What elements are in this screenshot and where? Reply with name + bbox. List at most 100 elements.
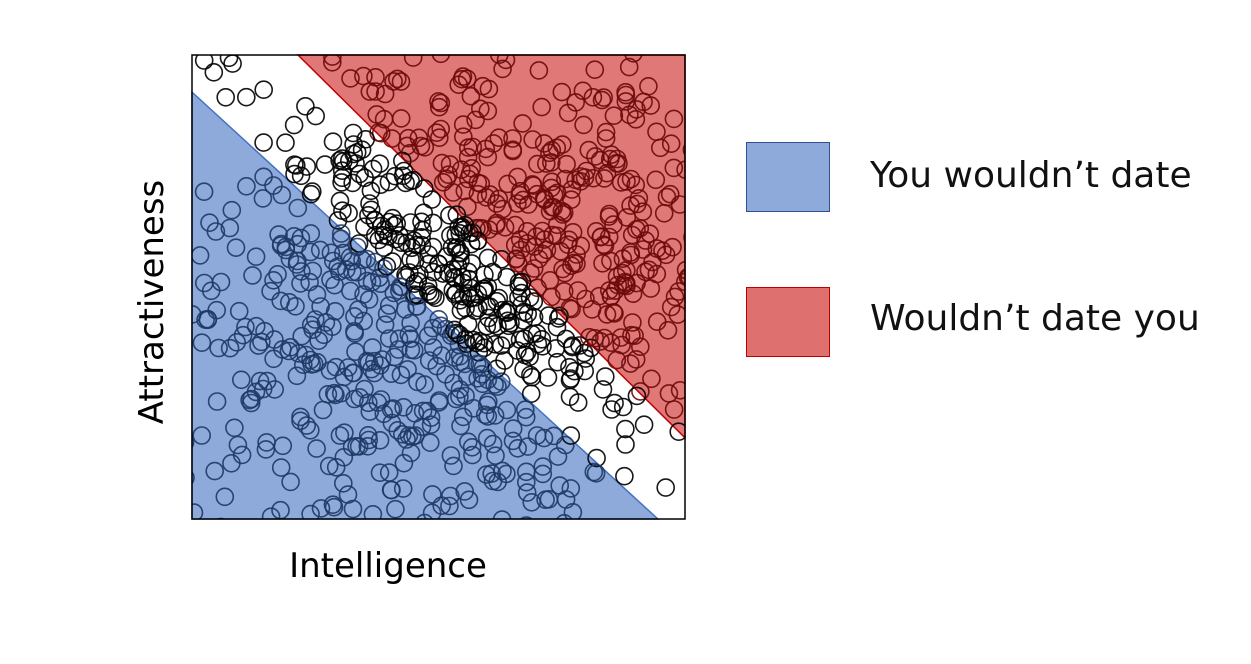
data-point: [521, 384, 541, 404]
data-point: [486, 216, 506, 235]
data-point: [209, 338, 228, 358]
data-point: [394, 397, 413, 417]
data-point: [366, 68, 385, 87]
data-point: [646, 170, 666, 190]
data-point: [416, 513, 433, 519]
data-point: [593, 253, 612, 273]
data-point: [600, 149, 620, 169]
data-point: [353, 250, 372, 270]
data-point: [505, 235, 525, 255]
data-point: [363, 338, 382, 357]
data-point: [412, 235, 432, 255]
data-point: [567, 245, 586, 264]
data-point: [401, 313, 420, 333]
data-point: [264, 270, 283, 290]
data-point: [594, 88, 614, 107]
data-point: [354, 66, 373, 86]
data-point: [487, 291, 507, 311]
data-point: [585, 328, 605, 348]
data-point: [619, 57, 639, 77]
data-point: [571, 172, 591, 191]
data-point: [386, 499, 405, 519]
data-point: [429, 393, 449, 412]
data-point: [478, 407, 498, 426]
data-point: [541, 153, 561, 172]
data-point: [440, 496, 459, 516]
data-point: [487, 194, 506, 213]
data-point: [301, 184, 321, 204]
data-point: [365, 211, 385, 230]
data-point: [387, 69, 407, 89]
data-point: [293, 355, 313, 375]
data-point: [533, 336, 552, 356]
data-point: [515, 400, 535, 420]
data-point: [513, 114, 532, 133]
data-point: [445, 348, 464, 367]
data-point: [621, 169, 641, 189]
data-point: [462, 437, 482, 457]
data-point: [326, 357, 346, 377]
data-point: [347, 262, 367, 282]
data-point: [418, 282, 438, 301]
data-point: [303, 261, 323, 281]
data-point: [358, 425, 378, 445]
data-point: [450, 387, 469, 407]
data-point: [192, 503, 204, 519]
data-point: [485, 375, 504, 394]
data-point: [215, 517, 226, 519]
data-point: [279, 292, 299, 312]
data-point: [477, 428, 497, 448]
data-point: [458, 432, 478, 452]
data-point: [606, 154, 626, 173]
data-point: [398, 360, 417, 379]
data-point: [642, 369, 661, 389]
data-point: [548, 309, 568, 328]
data-point: [607, 267, 627, 287]
data-point: [281, 472, 300, 492]
data-point: [452, 69, 472, 89]
data-point: [513, 190, 533, 210]
data-point: [339, 203, 358, 223]
data-point: [287, 366, 307, 386]
data-point: [387, 214, 407, 233]
data-point: [499, 316, 518, 336]
data-point: [483, 434, 503, 454]
data-point: [458, 284, 478, 303]
data-point: [522, 324, 542, 344]
data-point: [659, 384, 679, 403]
data-point: [633, 240, 653, 259]
data-point: [608, 275, 628, 295]
data-point: [661, 134, 681, 153]
data-point: [519, 516, 533, 519]
data-point: [552, 201, 572, 221]
data-point: [461, 86, 481, 106]
data-point: [254, 133, 273, 152]
data-point: [422, 503, 442, 519]
data-point: [301, 504, 320, 519]
data-point: [271, 236, 291, 255]
data-point: [630, 337, 650, 357]
data-point: [548, 352, 567, 372]
data-point: [215, 487, 235, 507]
data-point: [346, 342, 365, 362]
data-point: [407, 297, 426, 316]
data-point: [605, 393, 624, 413]
data-point: [346, 154, 365, 173]
data-point: [195, 273, 214, 293]
data-point: [657, 187, 677, 207]
data-point: [391, 72, 411, 91]
data-point: [222, 200, 242, 220]
data-point: [612, 263, 632, 283]
data-point: [366, 82, 385, 101]
data-point: [205, 461, 224, 481]
data-point: [429, 128, 449, 147]
data-point: [343, 123, 363, 143]
data-point: [676, 272, 685, 292]
data-point: [503, 140, 523, 159]
data-point: [370, 154, 390, 173]
data-point: [447, 205, 467, 224]
data-point: [443, 260, 462, 279]
data-point: [174, 260, 191, 277]
data-point: [641, 96, 661, 115]
